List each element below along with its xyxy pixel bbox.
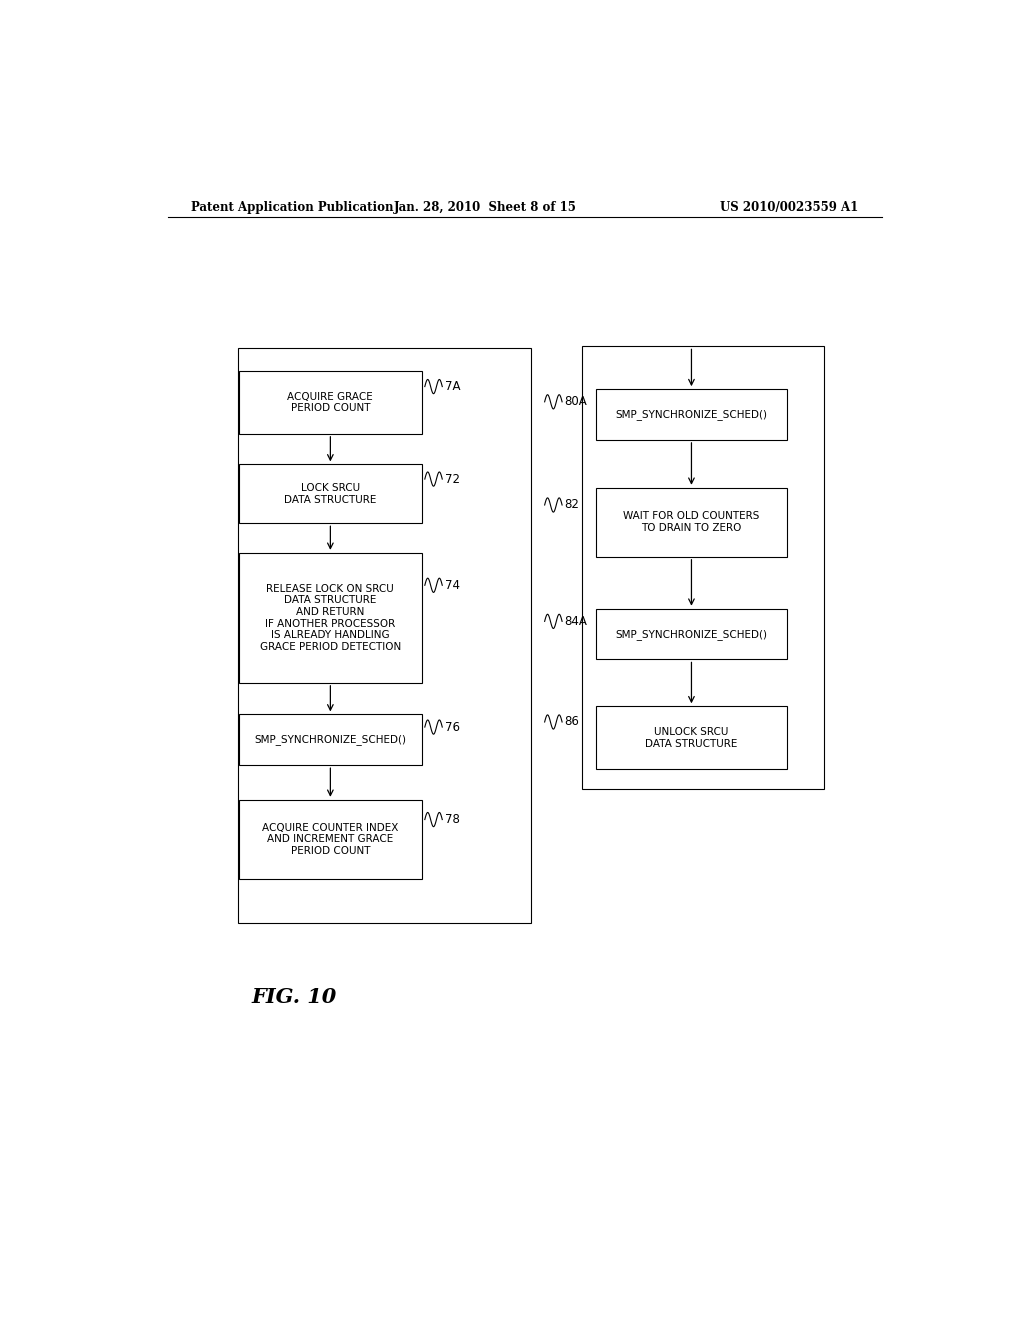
Text: SMP_SYNCHRONIZE_SCHED(): SMP_SYNCHRONIZE_SCHED(): [615, 409, 767, 420]
Text: Jan. 28, 2010  Sheet 8 of 15: Jan. 28, 2010 Sheet 8 of 15: [393, 201, 577, 214]
Text: 74: 74: [444, 578, 460, 591]
Text: 86: 86: [564, 715, 580, 729]
Bar: [240, 800, 422, 879]
Bar: [596, 706, 786, 770]
Bar: [596, 389, 786, 440]
Text: SMP_SYNCHRONIZE_SCHED(): SMP_SYNCHRONIZE_SCHED(): [254, 734, 407, 746]
Bar: [596, 609, 786, 660]
Text: ACQUIRE GRACE
PERIOD COUNT: ACQUIRE GRACE PERIOD COUNT: [288, 392, 373, 413]
Text: WAIT FOR OLD COUNTERS
TO DRAIN TO ZERO: WAIT FOR OLD COUNTERS TO DRAIN TO ZERO: [624, 511, 760, 533]
Text: 76: 76: [444, 721, 460, 734]
Text: 78: 78: [444, 813, 460, 826]
Text: RELEASE LOCK ON SRCU
DATA STRUCTURE
AND RETURN
IF ANOTHER PROCESSOR
IS ALREADY H: RELEASE LOCK ON SRCU DATA STRUCTURE AND …: [260, 583, 401, 652]
Text: 84A: 84A: [564, 615, 588, 628]
Text: FIG. 10: FIG. 10: [251, 987, 336, 1007]
Text: LOCK SRCU
DATA STRUCTURE: LOCK SRCU DATA STRUCTURE: [285, 483, 377, 504]
Text: US 2010/0023559 A1: US 2010/0023559 A1: [720, 201, 858, 214]
Bar: [238, 348, 531, 923]
Text: 7A: 7A: [444, 380, 460, 393]
Bar: [240, 714, 422, 766]
Bar: [240, 465, 422, 523]
Bar: [240, 553, 422, 682]
Text: SMP_SYNCHRONIZE_SCHED(): SMP_SYNCHRONIZE_SCHED(): [615, 628, 767, 639]
Text: Patent Application Publication: Patent Application Publication: [191, 201, 394, 214]
Text: UNLOCK SRCU
DATA STRUCTURE: UNLOCK SRCU DATA STRUCTURE: [645, 727, 737, 748]
Text: ACQUIRE COUNTER INDEX
AND INCREMENT GRACE
PERIOD COUNT: ACQUIRE COUNTER INDEX AND INCREMENT GRAC…: [262, 822, 398, 855]
Text: 82: 82: [564, 499, 580, 511]
Bar: [582, 346, 824, 788]
Text: 80A: 80A: [564, 395, 587, 408]
Bar: [596, 487, 786, 557]
Text: 72: 72: [444, 473, 460, 486]
Bar: [240, 371, 422, 434]
